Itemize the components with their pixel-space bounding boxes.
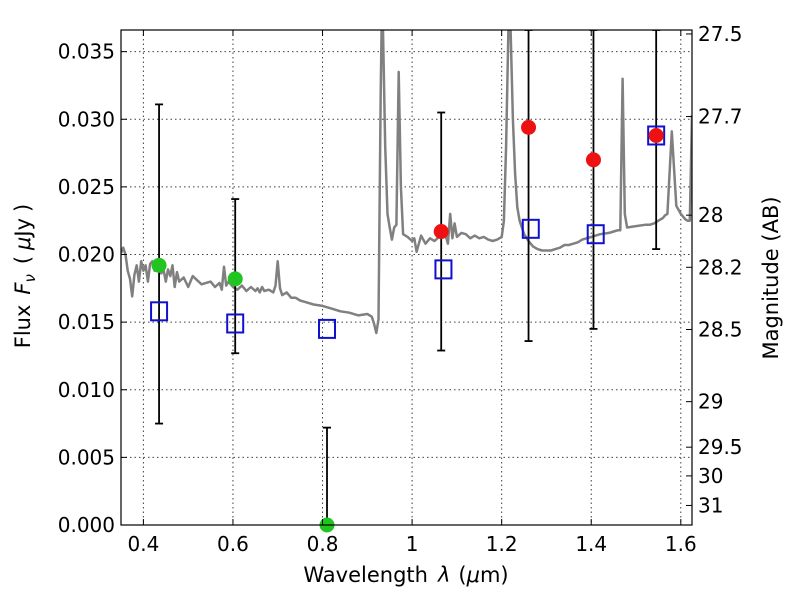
model-square-marker	[150, 301, 169, 322]
y2-tick-label: 28.2	[698, 255, 743, 279]
y2-tick-label: 28	[698, 203, 723, 227]
y2-tick-label: 31	[698, 493, 723, 517]
y2-tick-label: 27.5	[698, 22, 743, 46]
tick-marks	[121, 30, 692, 526]
x-tick-label: 1	[406, 532, 419, 556]
y-tick-label: 0.000	[58, 513, 115, 537]
x-tick-label: 1.4	[575, 532, 607, 556]
x-tick-label: 1.2	[486, 532, 518, 556]
y2-tick-label: 27.7	[698, 105, 743, 129]
y-tick-label: 0.025	[58, 175, 115, 199]
y-tick-label: 0.030	[58, 107, 115, 131]
y-tick-label: 0.020	[58, 243, 115, 267]
model-square-marker	[586, 224, 605, 245]
y-axis-label: FluxFν(μJy)	[11, 204, 39, 349]
photometry-circle-marker	[585, 152, 601, 168]
y2-tick-label: 30	[698, 464, 723, 488]
x-tick-label: 1.6	[665, 532, 697, 556]
photometry-circle-marker	[433, 224, 449, 240]
x-axis-label: Wavelength λ (μm)	[303, 563, 508, 587]
tick-labels: 0.4 0.6 0.8 1 1.2 1.4 1.6 0.000 0.005 0.010 0.015 0…	[58, 22, 743, 556]
y-tick-label: 0.010	[58, 378, 115, 402]
y-tick-label: 0.005	[58, 445, 115, 469]
model-square-marker	[226, 313, 245, 334]
y2-tick-label: 28.5	[698, 318, 743, 342]
x-tick-label: 0.4	[127, 532, 159, 556]
model-square-marker	[647, 125, 666, 146]
y-tick-label: 0.035	[58, 40, 115, 64]
marker-layer	[150, 119, 666, 533]
x-tick-label: 0.6	[217, 532, 249, 556]
spectrum-line	[121, 30, 692, 335]
spectrum-layer	[121, 30, 692, 335]
grid-lines	[121, 30, 692, 525]
model-square-marker	[318, 318, 337, 339]
photometry-circle-marker	[227, 271, 243, 287]
y-tick-label: 0.015	[58, 310, 115, 334]
plot-frame	[120, 29, 693, 526]
model-square-marker	[434, 259, 453, 280]
y2-tick-label: 29	[698, 390, 723, 414]
photometry-circle-marker	[521, 119, 537, 135]
model-square-marker	[521, 218, 540, 239]
x-tick-label: 0.8	[307, 532, 339, 556]
y2-axis-label: Magnitude (AB)	[759, 196, 783, 359]
photometry-circle-marker	[151, 257, 167, 273]
photometry-circle-marker	[648, 127, 664, 143]
y2-tick-label: 29.5	[698, 435, 743, 459]
